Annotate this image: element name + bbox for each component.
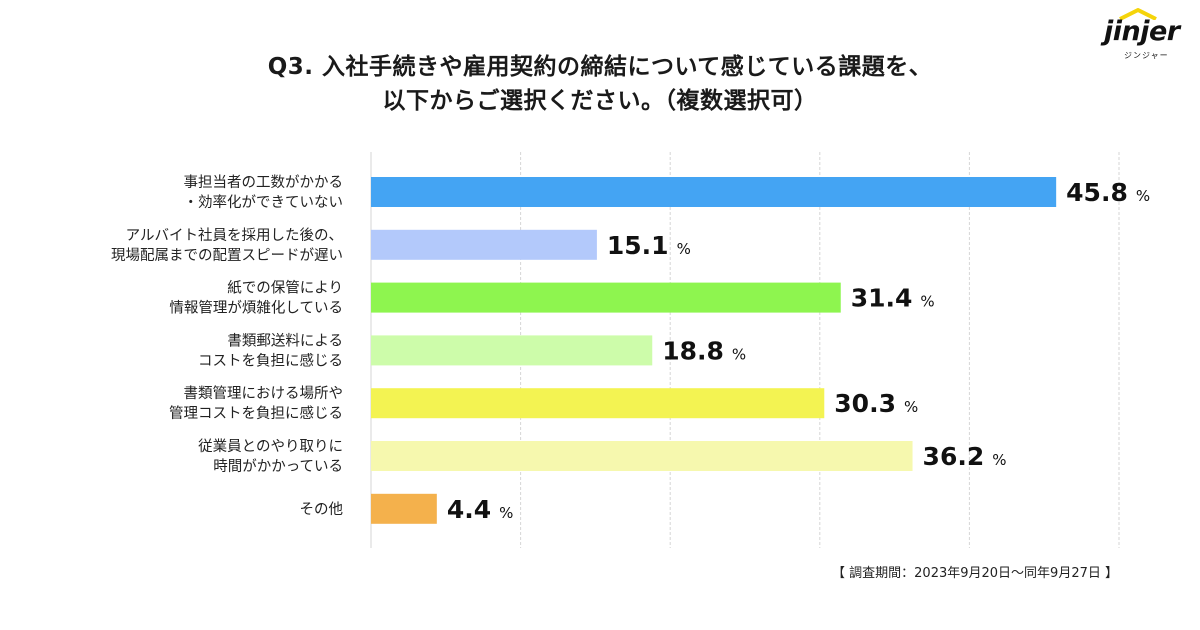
unit-label: % <box>677 240 691 258</box>
category-label: 現場配属までの配置スピードが遅い <box>111 247 343 264</box>
logo-subtext: ジンジャー <box>1124 51 1169 60</box>
bar <box>371 388 825 419</box>
category-label: コストを負担に感じる <box>198 352 343 369</box>
category-label: その他 <box>300 501 344 518</box>
survey-period-note: 【 調査期間：2023年9月20日～同年9月27日 】 <box>832 566 1118 581</box>
category-label: 従業員とのやり取りに <box>198 438 343 455</box>
data-label: 4.4 <box>447 495 491 524</box>
unit-label: % <box>1136 187 1150 205</box>
category-label: 紙での保管により <box>227 280 343 297</box>
category-label: 書類郵送料による <box>227 332 343 349</box>
data-label: 15.1 <box>607 231 669 260</box>
category-label: 情報管理が煩雑化している <box>169 300 343 317</box>
title-line-1: Q3. 入社手続きや雇用契約の締結について感じている課題を、 <box>267 54 933 80</box>
unit-label: % <box>920 293 934 311</box>
bar <box>371 335 653 366</box>
bar <box>371 441 913 471</box>
unit-label: % <box>904 398 918 416</box>
data-label: 30.3 <box>834 389 896 418</box>
category-label: 事担当者の工数がかかる <box>184 174 344 191</box>
category-label: 管理コストを負担に感じる <box>169 405 343 422</box>
bar <box>371 177 1057 207</box>
category-label: 時間がかかっている <box>213 458 343 475</box>
category-label: 書類管理における場所や <box>184 385 344 402</box>
category-label: アルバイト社員を採用した後の、 <box>126 227 343 244</box>
unit-label: % <box>499 504 513 522</box>
jinjer-logo: jinjer ジンジャー <box>1090 6 1190 62</box>
logo-text: jinjer <box>1104 16 1180 47</box>
data-label: 36.2 <box>923 442 985 471</box>
bar <box>371 229 597 260</box>
logo-roof-icon <box>1119 8 1157 20</box>
bar <box>371 282 841 313</box>
data-label: 18.8 <box>662 336 724 365</box>
data-label: 31.4 <box>851 284 913 313</box>
title-line-2: 以下からご選択ください。（複数選択可） <box>382 88 818 114</box>
unit-label: % <box>732 345 746 363</box>
unit-label: % <box>992 451 1006 469</box>
category-label: ・効率化ができていない <box>184 194 344 211</box>
data-label: 45.8 <box>1066 178 1128 207</box>
bar <box>371 493 437 524</box>
chart-title: Q3. 入社手続きや雇用契約の締結について感じている課題を、 以下からご選択くだ… <box>0 50 1200 118</box>
